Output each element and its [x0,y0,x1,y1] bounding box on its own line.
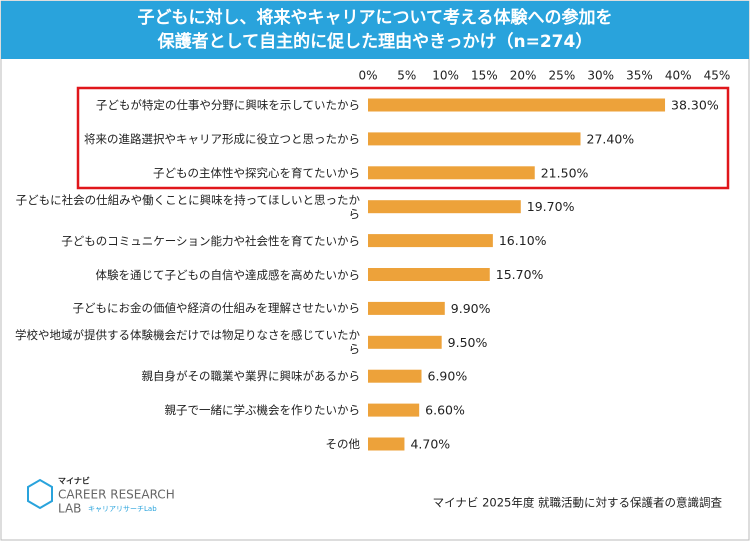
value-label: 9.50% [448,335,488,350]
y-label-box: 学校や地域が提供する体験機会だけでは物足りなさを感じていたから [15,328,360,357]
y-tick-label: 将来の進路選択やキャリア形成に役立つと思ったから [84,131,360,146]
bar [368,403,420,417]
x-tick-label: 40% [665,69,692,83]
value-label: 15.70% [496,267,544,282]
source: マイナビ 2025年度 就職活動に対する保護者の意識調査 [433,496,723,510]
y-tick-label: 子どもの主体性や探究心を育てたいから [153,165,360,180]
x-tick-label: 10% [432,69,459,83]
bar [368,132,581,146]
y-tick-label: 学校や地域が提供する体験機会だけでは物足りなさを感じていたから [15,328,360,357]
logo-text: キャリアリサーチLab [88,505,157,513]
value-label: 9.90% [451,301,491,316]
bar [368,166,535,180]
value-label: 4.70% [410,437,450,452]
chart-title: 保護者として自主的に促した理由やきっかけ（n=274） [157,31,593,52]
x-tick-label: 30% [587,69,614,83]
highlight-box [76,86,730,190]
y-label-box: その他 [325,437,361,451]
y-tick-label: 親自身がその職業や業界に興味があるから [141,369,361,384]
x-tick-label: 25% [549,69,576,83]
logo-icon [27,478,53,510]
x-tick-label: 15% [471,69,498,83]
y-label-box: 体験を通じて子どもの自信や達成感を高めたいから [95,267,361,282]
y-label-box: 将来の進路選択やキャリア形成に役立つと思ったから [84,131,360,146]
y-label-box: 親子で一緒に学ぶ機会を作りたいから [164,403,361,418]
y-label-box: 子どもにお金の価値や経済の仕組みを理解させたいから [72,301,361,316]
value-label: 27.40% [587,131,635,146]
x-tick-label: 5% [397,69,416,83]
y-tick-label: 親子で一緒に学ぶ機会を作りたいから [164,403,361,418]
y-tick-label: 体験を通じて子どもの自信や達成感を高めたいから [95,267,361,282]
y-tick-label: 子どものコミュニケーション能力や社会性を育てたいから [61,233,360,248]
chart-title: 子どもに対し、将来やキャリアについて考える体験への参加を [138,7,613,28]
value-label: 6.90% [428,369,468,384]
y-tick-label: その他 [325,437,361,451]
bar [368,200,521,214]
value-label: 19.70% [527,199,575,214]
y-label-box: 子どもに社会の仕組みや働くことに興味を持ってほしいと思ったから [15,192,360,221]
y-label-box: 親自身がその職業や業界に興味があるから [141,369,361,384]
logo-text: LAB [58,502,81,516]
logo: マイナビ CAREER RESEARCH LAB キャリアリサーチLab [27,476,175,516]
y-tick-label: 子どもにお金の価値や経済の仕組みを理解させたいから [72,301,361,316]
bar [368,98,666,112]
value-label: 38.30% [671,98,719,113]
value-label: 16.10% [499,233,547,248]
bar [368,335,442,349]
x-tick-label: 35% [626,69,653,83]
bar [368,369,422,383]
bar [368,268,490,281]
bar [368,234,493,248]
logo-text: マイナビ [58,476,90,486]
title-banner [1,1,749,59]
x-tick-label: 45% [704,69,731,83]
bar [368,437,405,451]
x-tick-label: 0% [358,69,377,83]
y-tick-label: 子どもが特定の仕事や分野に興味を示していたから [95,98,360,112]
y-label-box: 子どもが特定の仕事や分野に興味を示していたから [95,98,360,112]
y-tick-label: 子どもに社会の仕組みや働くことに興味を持ってほしいと思ったから [15,192,360,221]
y-label-box: 子どものコミュニケーション能力や社会性を育てたいから [61,233,360,248]
y-label-box: 子どもの主体性や探究心を育てたいから [153,165,360,180]
x-tick-label: 20% [510,69,537,83]
bar [368,301,445,315]
value-label: 21.50% [541,165,589,180]
logo-text: CAREER RESEARCH [58,488,175,502]
value-label: 6.60% [425,403,465,418]
